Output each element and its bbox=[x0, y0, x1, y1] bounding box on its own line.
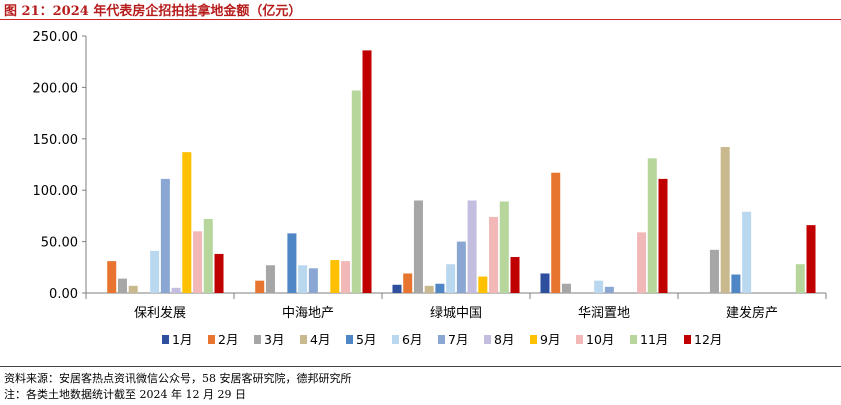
bar bbox=[467, 200, 477, 293]
legend-swatch bbox=[254, 335, 261, 344]
bar bbox=[795, 264, 805, 293]
bar bbox=[742, 211, 752, 293]
title-rule bbox=[0, 19, 841, 20]
legend-label: 11月 bbox=[640, 332, 668, 347]
bar bbox=[731, 274, 741, 293]
legend-label: 9月 bbox=[540, 332, 560, 347]
bar bbox=[456, 241, 466, 293]
bar bbox=[510, 257, 520, 293]
y-tick-label: 150.00 bbox=[33, 133, 79, 148]
bar bbox=[499, 201, 509, 293]
legend-label: 1月 bbox=[172, 332, 192, 347]
legend-swatch bbox=[484, 335, 491, 344]
legend-label: 10月 bbox=[586, 332, 614, 347]
legend-label: 8月 bbox=[494, 332, 514, 347]
legend-label: 2月 bbox=[218, 332, 238, 347]
y-tick-label: 50.00 bbox=[41, 236, 78, 251]
y-tick-label: 0.00 bbox=[49, 287, 78, 302]
bar-chart: 0.00 50.00 100.00 150.00 200.00 250.00 保利发展 中海地… bbox=[33, 30, 827, 347]
bar bbox=[424, 285, 434, 293]
legend-swatch bbox=[684, 335, 691, 344]
bar bbox=[658, 178, 668, 293]
source-note: 资料来源：安居客热点资讯微信公众号，58 安居客研究院，德邦研究所 bbox=[4, 372, 352, 385]
legend-swatch bbox=[208, 335, 215, 344]
legend-label: 4月 bbox=[310, 332, 330, 347]
legend-swatch bbox=[346, 335, 353, 344]
legend-swatch bbox=[630, 335, 637, 344]
legend-label: 12月 bbox=[694, 332, 722, 347]
bar bbox=[117, 278, 127, 293]
x-tick-label: 中海地产 bbox=[282, 306, 334, 321]
bar bbox=[647, 158, 657, 293]
bar bbox=[171, 287, 181, 293]
legend-label: 5月 bbox=[356, 332, 376, 347]
footnote: 注：各类土地数据统计截至 2024 年 12 月 29 日 bbox=[4, 388, 246, 401]
x-tick-label: 绿城中国 bbox=[430, 306, 482, 321]
bar bbox=[362, 50, 372, 293]
bar bbox=[489, 216, 499, 293]
bar bbox=[107, 261, 117, 293]
bar bbox=[193, 231, 203, 293]
bar bbox=[287, 233, 297, 293]
bar bbox=[637, 232, 647, 293]
bar bbox=[561, 283, 571, 293]
legend-swatch bbox=[392, 335, 399, 344]
bar bbox=[203, 218, 213, 293]
bar bbox=[298, 265, 308, 293]
x-tick-label: 华润置地 bbox=[578, 306, 630, 321]
bar bbox=[160, 178, 170, 293]
bar bbox=[709, 249, 719, 293]
bar bbox=[594, 280, 604, 293]
bar bbox=[806, 225, 816, 293]
bar bbox=[446, 264, 456, 293]
legend-swatch bbox=[530, 335, 537, 344]
bar bbox=[392, 284, 402, 293]
bar bbox=[604, 286, 614, 293]
footer-rule bbox=[0, 366, 841, 367]
legend-swatch bbox=[300, 335, 307, 344]
bar bbox=[255, 280, 265, 293]
legend-label: 6月 bbox=[402, 332, 422, 347]
bar bbox=[551, 172, 561, 293]
bar bbox=[341, 261, 351, 293]
bar bbox=[351, 90, 361, 293]
y-tick-label: 250.00 bbox=[33, 30, 79, 45]
legend-label: 7月 bbox=[448, 332, 468, 347]
bar bbox=[265, 265, 275, 293]
bar bbox=[330, 260, 340, 293]
bar bbox=[214, 253, 224, 293]
legend-swatch bbox=[438, 335, 445, 344]
x-tick-label: 建发房产 bbox=[726, 305, 778, 321]
bar bbox=[435, 283, 445, 293]
x-tick-label: 保利发展 bbox=[134, 305, 186, 321]
y-tick-label: 100.00 bbox=[33, 184, 79, 199]
bar bbox=[413, 200, 423, 293]
y-tick-label: 200.00 bbox=[33, 81, 79, 96]
bar bbox=[720, 147, 730, 293]
figure-title: 图 21：2024 年代表房企招拍挂拿地金额（亿元） bbox=[4, 4, 302, 19]
legend-swatch bbox=[162, 335, 169, 344]
bar bbox=[308, 268, 318, 293]
legend-label: 3月 bbox=[264, 332, 284, 347]
bar bbox=[128, 285, 138, 293]
bar bbox=[182, 152, 192, 293]
bar bbox=[478, 276, 488, 293]
bar bbox=[150, 250, 160, 293]
bar bbox=[540, 273, 550, 293]
legend-swatch bbox=[576, 335, 583, 344]
bar bbox=[403, 273, 413, 293]
